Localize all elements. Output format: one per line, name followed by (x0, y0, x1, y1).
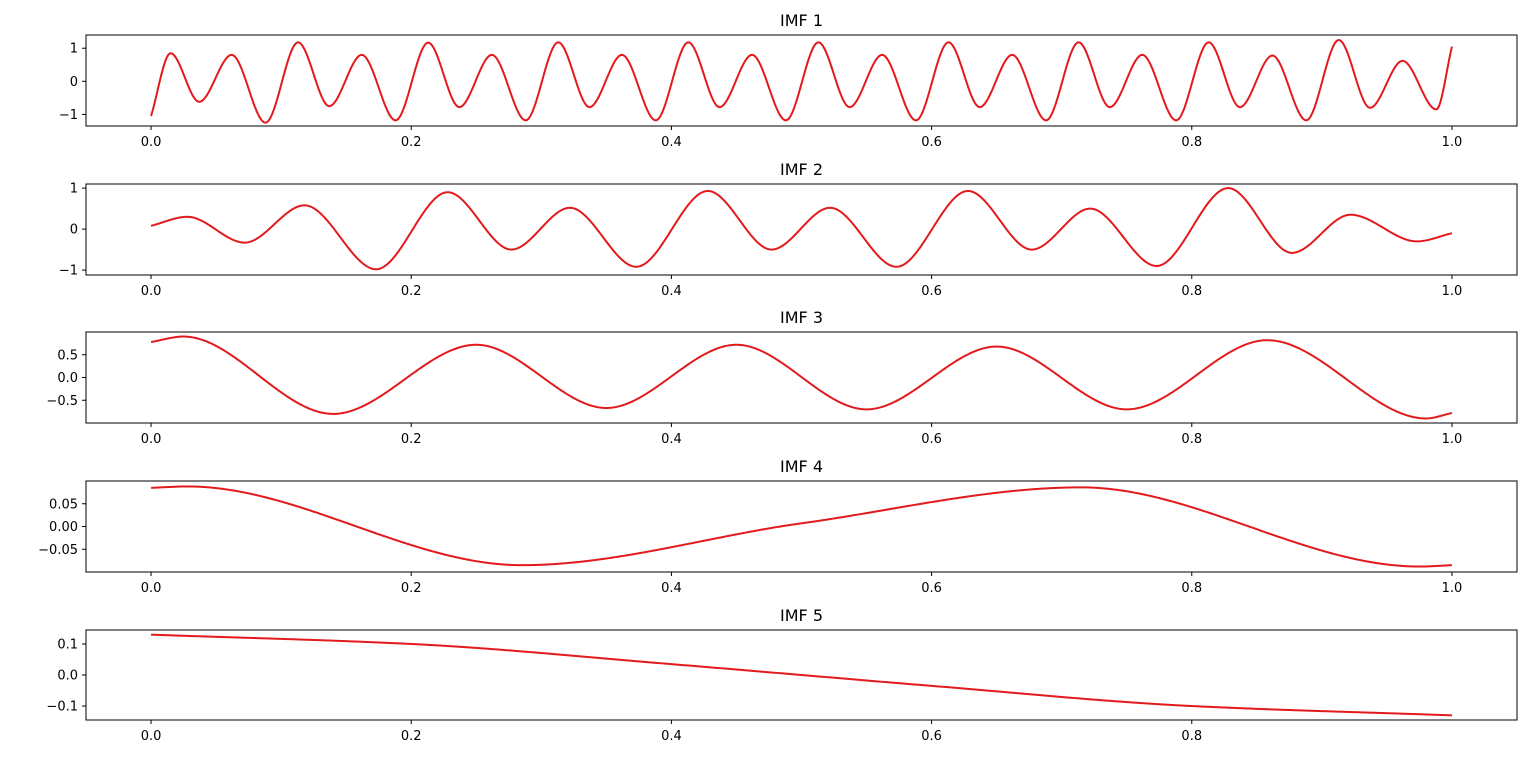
axes-frame (85, 34, 1518, 127)
y-tick-label: −0.5 (46, 394, 78, 409)
x-tick-label: 0.8 (1181, 284, 1202, 299)
y-tick-label: 0 (70, 75, 78, 90)
imf-series-line (150, 187, 1453, 271)
y-tick-label: −1 (59, 108, 78, 123)
x-tick-label: 1.0 (1442, 135, 1463, 150)
y-tick-label: 0.00 (49, 520, 78, 535)
y-tick-label: −0.05 (38, 543, 78, 558)
y-tick-label: −0.1 (46, 700, 78, 715)
x-tick-label: 0.4 (661, 729, 682, 744)
x-tick-label: 0.8 (1181, 729, 1202, 744)
imf-series-line (150, 39, 1453, 124)
imf-series-line (151, 485, 1452, 568)
x-tick-label: 0.6 (921, 729, 942, 744)
x-tick-label: 0.2 (401, 581, 422, 596)
y-tick-label: 1 (70, 182, 78, 197)
x-tick-label: 1.0 (1442, 581, 1463, 596)
x-tick-label: 0.4 (661, 581, 682, 596)
chart-title: IMF 4 (780, 457, 823, 476)
x-tick-label: 0.4 (661, 284, 682, 299)
chart-title: IMF 1 (780, 11, 823, 30)
x-tick-label: 0.6 (921, 135, 942, 150)
x-tick-label: 1.0 (1442, 284, 1463, 299)
y-tick-label: 0.5 (57, 348, 78, 363)
imf-series-line (151, 633, 1452, 717)
y-tick-label: −1 (59, 264, 78, 279)
x-tick-label: 0.0 (141, 432, 162, 447)
imf-series-line (150, 335, 1453, 420)
chart-title: IMF 5 (780, 606, 823, 625)
x-tick-label: 0.2 (401, 284, 422, 299)
axes-frame (85, 480, 1518, 573)
subplot-imf-3: IMF 3 0.0 0.2 0.4 0.6 0.8 1.0 0.5 0.0 −0.5 (46, 308, 1518, 447)
x-tick-label: 0.8 (1181, 432, 1202, 447)
y-tick-label: 0.1 (57, 637, 78, 652)
x-tick-label: 0.6 (921, 581, 942, 596)
x-tick-label: 0.0 (141, 135, 162, 150)
axes-frame (85, 183, 1518, 276)
x-tick-label: 0.8 (1181, 581, 1202, 596)
x-tick-label: 0.2 (401, 729, 422, 744)
x-tick-label: 0.0 (141, 284, 162, 299)
x-tick-label: 0.2 (401, 432, 422, 447)
y-tick-label: 0.05 (49, 497, 78, 512)
y-tick-label: 1 (70, 42, 78, 57)
y-tick-label: 0 (70, 223, 78, 238)
subplot-imf-2: IMF 2 0.0 0.2 0.4 0.6 0.8 1.0 1 0 −1 (59, 160, 1518, 299)
y-tick-label: 0.0 (57, 371, 78, 386)
x-tick-label: 0.6 (921, 284, 942, 299)
x-tick-label: 0.4 (661, 432, 682, 447)
x-tick-label: 1.0 (1442, 432, 1463, 447)
x-tick-label: 0.6 (921, 432, 942, 447)
subplot-imf-5: IMF 5 0.0 0.2 0.4 0.6 0.8 0.1 0.0 −0.1 (46, 606, 1518, 744)
subplot-imf-1: IMF 1 0.0 0.2 0.4 0.6 0.8 1.0 1 0 −1 (59, 11, 1518, 150)
subplot-imf-4: IMF 4 0.0 0.2 0.4 0.6 0.8 1.0 0.05 0.00 −0.05 (38, 457, 1518, 596)
x-tick-label: 0.8 (1181, 135, 1202, 150)
chart-title: IMF 3 (780, 308, 823, 327)
x-tick-label: 0.0 (141, 729, 162, 744)
x-tick-label: 0.0 (141, 581, 162, 596)
x-tick-label: 0.4 (661, 135, 682, 150)
chart-title: IMF 2 (780, 160, 823, 179)
y-tick-label: 0.0 (57, 669, 78, 684)
x-tick-label: 0.2 (401, 135, 422, 150)
